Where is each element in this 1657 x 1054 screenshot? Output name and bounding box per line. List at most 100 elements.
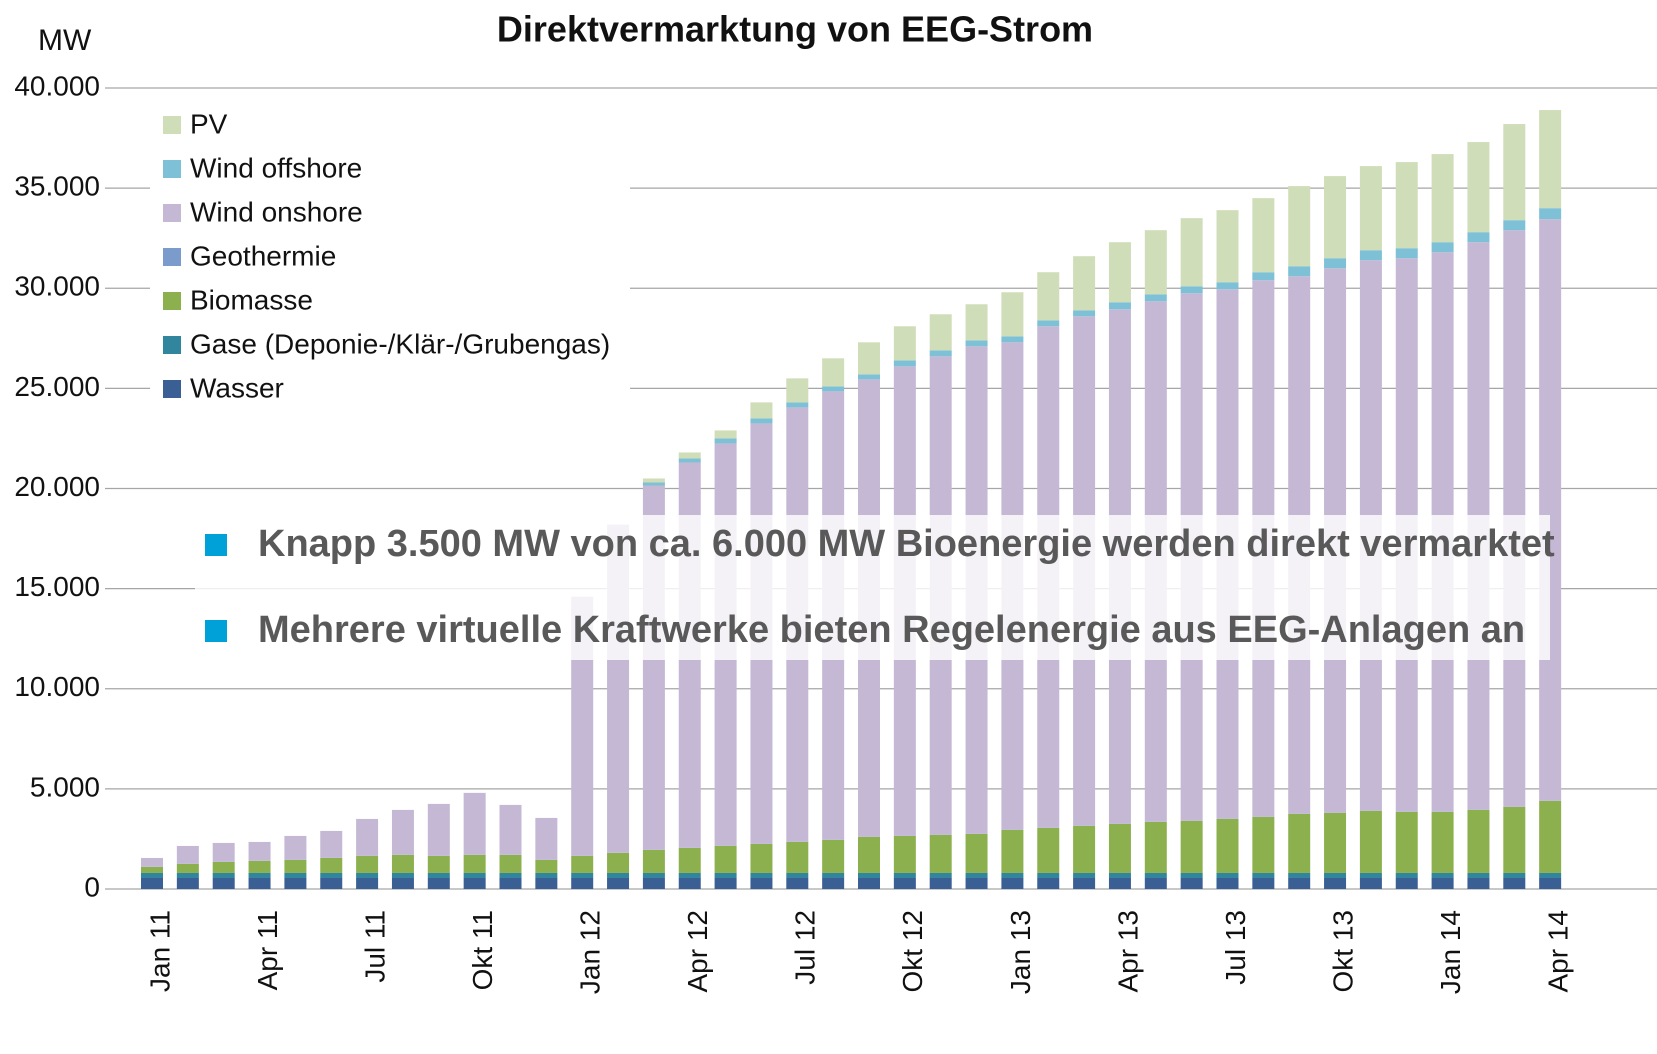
bar-segment [1503, 806, 1526, 873]
x-tick-label: Jul 13 [1220, 910, 1251, 985]
bar-segment [1288, 186, 1311, 267]
bar-segment [642, 849, 665, 873]
bar-segment [965, 833, 988, 873]
bar-segment [1252, 272, 1275, 281]
y-tick-label: 15.000 [14, 571, 100, 602]
bar-segment [1467, 872, 1490, 878]
bar-segment [714, 877, 737, 889]
bar-segment [427, 877, 450, 889]
bar-segment [1108, 242, 1131, 303]
bar-segment [893, 877, 916, 889]
bar-segment [1467, 877, 1490, 889]
bar-segment [642, 872, 665, 878]
bar-segment [786, 841, 809, 873]
bar-segment [642, 482, 665, 486]
legend-swatch [163, 336, 181, 354]
bar-segment [1431, 877, 1454, 889]
bar-segment [893, 835, 916, 873]
bar-segment [822, 358, 845, 387]
bar-segment [750, 843, 773, 873]
bar-segment [248, 841, 271, 861]
legend-label: Wind offshore [190, 152, 362, 183]
bar-segment [858, 877, 880, 889]
legend-label: Biomasse [190, 284, 313, 315]
bar-segment [1252, 872, 1275, 878]
bar-segment [1144, 872, 1167, 878]
bar-segment [1252, 198, 1275, 273]
bar-segment [1288, 266, 1311, 277]
bar-segment [1180, 218, 1203, 287]
bar-segment [929, 877, 952, 889]
bar-segment [1359, 810, 1382, 873]
bar-segment [391, 809, 414, 855]
bar-segment [212, 877, 235, 889]
bar-segment [320, 830, 343, 858]
bar-segment [1216, 818, 1239, 873]
bar-segment [822, 839, 845, 873]
bar-segment [1539, 219, 1562, 801]
bar-segment [1108, 823, 1131, 873]
bar-segment [1144, 877, 1167, 889]
bar-segment [642, 478, 665, 483]
bar-segment [1252, 816, 1275, 873]
bar-segment [929, 350, 952, 357]
bar-segment [1073, 877, 1096, 889]
bar-segment [750, 402, 773, 419]
bar-segment [642, 877, 665, 889]
bar-segment [678, 872, 701, 878]
bar-segment [1001, 336, 1024, 343]
bar-segment [535, 859, 558, 873]
bar-segment [1395, 877, 1418, 889]
bar-segment [1359, 872, 1382, 878]
x-tick-label: Okt 13 [1327, 910, 1358, 992]
bar-segment [607, 872, 630, 878]
bar-segment [1359, 877, 1382, 889]
bar-segment [320, 872, 343, 878]
legend-label: Geothermie [190, 240, 336, 271]
legend-label: Gase (Deponie-/Klär-/Grubengas) [190, 328, 610, 359]
bar-segment [1288, 813, 1311, 873]
bar-segment [1073, 256, 1096, 311]
bar-segment [1180, 820, 1203, 873]
bar-segment [1001, 877, 1024, 889]
bar-segment [1395, 248, 1418, 259]
bar-segment [786, 402, 809, 408]
bar-segment [929, 834, 952, 873]
bar-segment [499, 804, 522, 855]
bar-segment [212, 842, 235, 862]
x-tick-label: Jan 13 [1005, 910, 1036, 994]
bar-segment [284, 835, 307, 860]
bar-segment [1073, 825, 1096, 873]
bar-segment [499, 877, 522, 889]
annotation-background [195, 515, 1550, 660]
bar-segment [750, 418, 773, 424]
bar-segment [714, 438, 737, 444]
y-tick-label: 40.000 [14, 70, 100, 101]
bar-segment [786, 872, 809, 878]
bar-segment [1073, 872, 1096, 878]
bar-segment [1324, 258, 1347, 269]
bar-segment [356, 877, 379, 889]
bar-segment [571, 872, 594, 878]
bar-segment [822, 872, 845, 878]
bar-segment [1180, 877, 1203, 889]
bar-segment [176, 872, 199, 878]
bar-segment [858, 342, 880, 375]
bar-segment [320, 877, 343, 889]
y-tick-label: 5.000 [30, 771, 100, 802]
bar-segment [1216, 877, 1239, 889]
bar-segment [1539, 872, 1562, 878]
legend-label: PV [190, 108, 228, 139]
bar-segment [535, 872, 558, 878]
bar-segment [1144, 230, 1167, 295]
y-tick-label: 20.000 [14, 471, 100, 502]
bar-segment [427, 872, 450, 878]
bar-segment [858, 374, 880, 380]
bar-segment [858, 872, 880, 878]
bar-segment [356, 818, 379, 856]
bar-segment [929, 314, 952, 351]
y-tick-label: 0 [84, 871, 100, 902]
bar-segment [248, 860, 271, 873]
legend-swatch [163, 292, 181, 310]
